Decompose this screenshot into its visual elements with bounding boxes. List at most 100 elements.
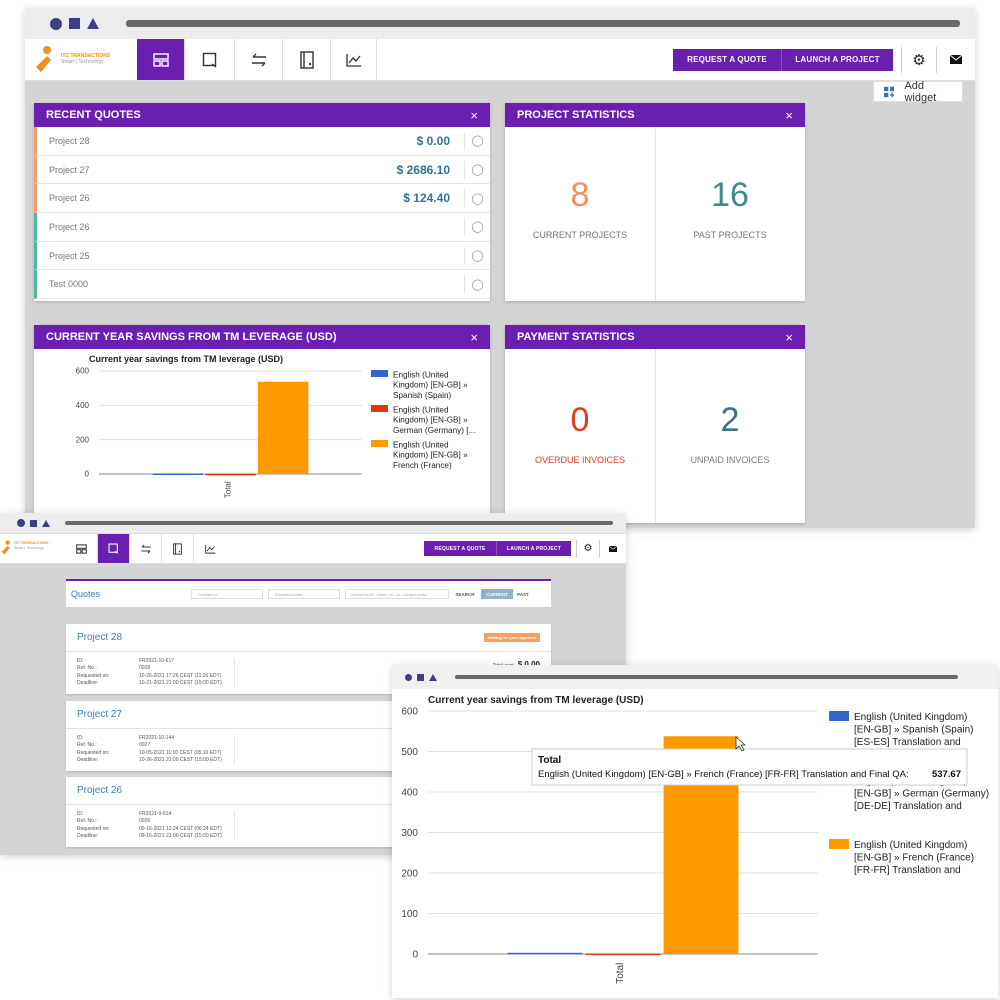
nav-statistics[interactable] (331, 39, 377, 80)
search-button[interactable]: SEARCH (455, 591, 475, 597)
address-bar[interactable] (65, 521, 613, 525)
overdue-invoices-value: 0 (570, 401, 590, 439)
legend-swatch (371, 440, 388, 447)
window-titlebar (25, 8, 975, 39)
address-bar[interactable] (455, 675, 958, 679)
legend-label: [EN-GB] » French (France) (854, 853, 974, 864)
legend-swatch (829, 839, 849, 849)
overdue-invoices-stat[interactable]: 0 OVERDUE INVOICES (505, 403, 655, 465)
nav-quotes[interactable] (185, 39, 235, 80)
settings-button[interactable]: ⚙ (902, 39, 936, 80)
nav-invoices[interactable] (283, 39, 331, 80)
tooltip-value: 537.67 (932, 769, 961, 780)
id-label: ID: (77, 658, 84, 664)
bar[interactable] (205, 473, 256, 476)
bar[interactable] (585, 953, 661, 956)
legend-label: English (United Kingdom) (854, 840, 967, 851)
quote-id: FR2021-9-614 (139, 811, 172, 817)
eye-icon[interactable]: ◯ (464, 246, 490, 265)
tooltip-title: Total (538, 755, 561, 766)
quote-card-title[interactable]: Project 26 (66, 777, 551, 805)
y-tick-label: 400 (76, 401, 90, 410)
legend-label: English (United (393, 440, 449, 449)
request-quote-button[interactable]: REQUEST A QUOTE (673, 48, 781, 71)
add-widget-button[interactable]: Add widget (873, 80, 963, 104)
requested-label: Requested on: (77, 749, 110, 756)
address-bar[interactable] (126, 20, 960, 27)
quote-row[interactable]: Project 25 ◯ (34, 241, 490, 271)
project-statistics-panel: PROJECT STATISTICS × 8 CURRENT PROJECTS … (505, 103, 805, 301)
messages-button[interactable] (937, 39, 975, 80)
quote-card-title[interactable]: Project 28 (66, 624, 551, 652)
eye-icon[interactable]: ◯ (464, 160, 490, 179)
nav-quotes[interactable] (98, 534, 130, 563)
past-filter-button[interactable]: PAST (517, 591, 529, 597)
window-titlebar (0, 513, 626, 533)
request-quote-button[interactable]: REQUEST A QUOTE (424, 541, 496, 556)
logo-mark-icon (1, 540, 10, 555)
square-icon (30, 519, 37, 527)
quote-ref: 0028 (139, 665, 151, 672)
legend-label: Kingdom) [EN-GB] » (393, 416, 468, 425)
logo-name: ITC TRANSACTIONS (61, 53, 111, 59)
past-projects-stat[interactable]: 16 PAST PROJECTS (655, 178, 805, 240)
quote-row[interactable]: Test 0000 ◯ (34, 270, 490, 300)
nav-invoices[interactable] (162, 534, 194, 563)
circle-icon (17, 519, 25, 527)
nav-transfer[interactable] (130, 534, 162, 563)
unpaid-invoices-stat[interactable]: 2 UNPAID INVOICES (655, 403, 805, 465)
cursor-icon (735, 736, 747, 752)
quote-row[interactable]: Project 26 ◯ (34, 213, 490, 242)
square-icon (69, 18, 80, 29)
nav-dashboard[interactable] (137, 39, 185, 80)
launch-project-button[interactable]: LAUNCH A PROJECT (497, 541, 571, 556)
payment-statistics-panel: PAYMENT STATISTICS × 0 OVERDUE INVOICES … (505, 325, 805, 523)
nav-dashboard[interactable] (66, 534, 98, 563)
chart-window: Current year savings from TM leverage (U… (392, 665, 998, 998)
quotes-filter-bar: Quotes Created on Expiration Date Search… (66, 579, 551, 607)
past-projects-value: 16 (711, 176, 749, 214)
current-projects-stat[interactable]: 8 CURRENT PROJECTS (505, 178, 655, 240)
quote-ref: 0026 (139, 818, 151, 825)
past-projects-label: PAST PROJECTS (693, 230, 767, 240)
messages-button[interactable] (600, 534, 626, 563)
nav-transfer[interactable] (235, 39, 283, 80)
nav-statistics[interactable] (194, 534, 226, 563)
statistics-icon (345, 53, 361, 67)
window-controls (17, 519, 50, 527)
quote-row[interactable]: Project 26 $ 124.40 ◯ (34, 184, 490, 214)
bar[interactable] (507, 952, 583, 955)
legend-swatch (371, 405, 388, 412)
legend-label: [EN-GB] » German (Germany) (854, 789, 989, 800)
invoice-icon (299, 50, 314, 69)
quote-row[interactable]: Project 28 $ 0.00 ◯ (34, 127, 490, 156)
id-label: ID: (77, 735, 84, 741)
close-icon[interactable]: × (785, 107, 793, 123)
legend-label: Spanish (Spain) (393, 391, 452, 400)
close-icon[interactable]: × (470, 107, 478, 123)
panel-header: PROJECT STATISTICS × (505, 103, 805, 127)
eye-icon[interactable]: ◯ (464, 217, 490, 236)
quote-card-title[interactable]: Project 27 (66, 701, 551, 729)
eye-icon[interactable]: ◯ (464, 189, 490, 208)
close-icon[interactable]: × (470, 329, 478, 345)
current-filter-button[interactable]: CURRENT (481, 589, 513, 599)
settings-button[interactable]: ⚙ (577, 534, 599, 563)
created-on-field[interactable]: Created on (191, 589, 263, 599)
launch-project-button[interactable]: LAUNCH A PROJECT (782, 48, 893, 71)
search-input[interactable]: Search by ID, name, ref. no., contact pe… (345, 589, 449, 599)
eye-icon[interactable]: ◯ (464, 275, 490, 294)
requested-label: Requested on: (77, 672, 110, 679)
legend-label: [ES-ES] Translation and (854, 737, 961, 748)
expiration-date-field[interactable]: Expiration Date (268, 589, 340, 599)
y-tick-label: 0 (85, 470, 90, 479)
ref-label: Ref. No.: (77, 665, 97, 672)
bar[interactable] (152, 473, 204, 475)
legend-label: English (United Kingdom) (854, 712, 967, 723)
close-icon[interactable]: × (785, 329, 793, 345)
bar[interactable] (257, 381, 309, 474)
x-tick-label: Total (224, 481, 233, 498)
chart-svg: Current year savings from TM leverage (U… (401, 695, 989, 984)
eye-icon[interactable]: ◯ (464, 131, 490, 150)
quote-row[interactable]: Project 27 $ 2686.10 ◯ (34, 155, 490, 185)
